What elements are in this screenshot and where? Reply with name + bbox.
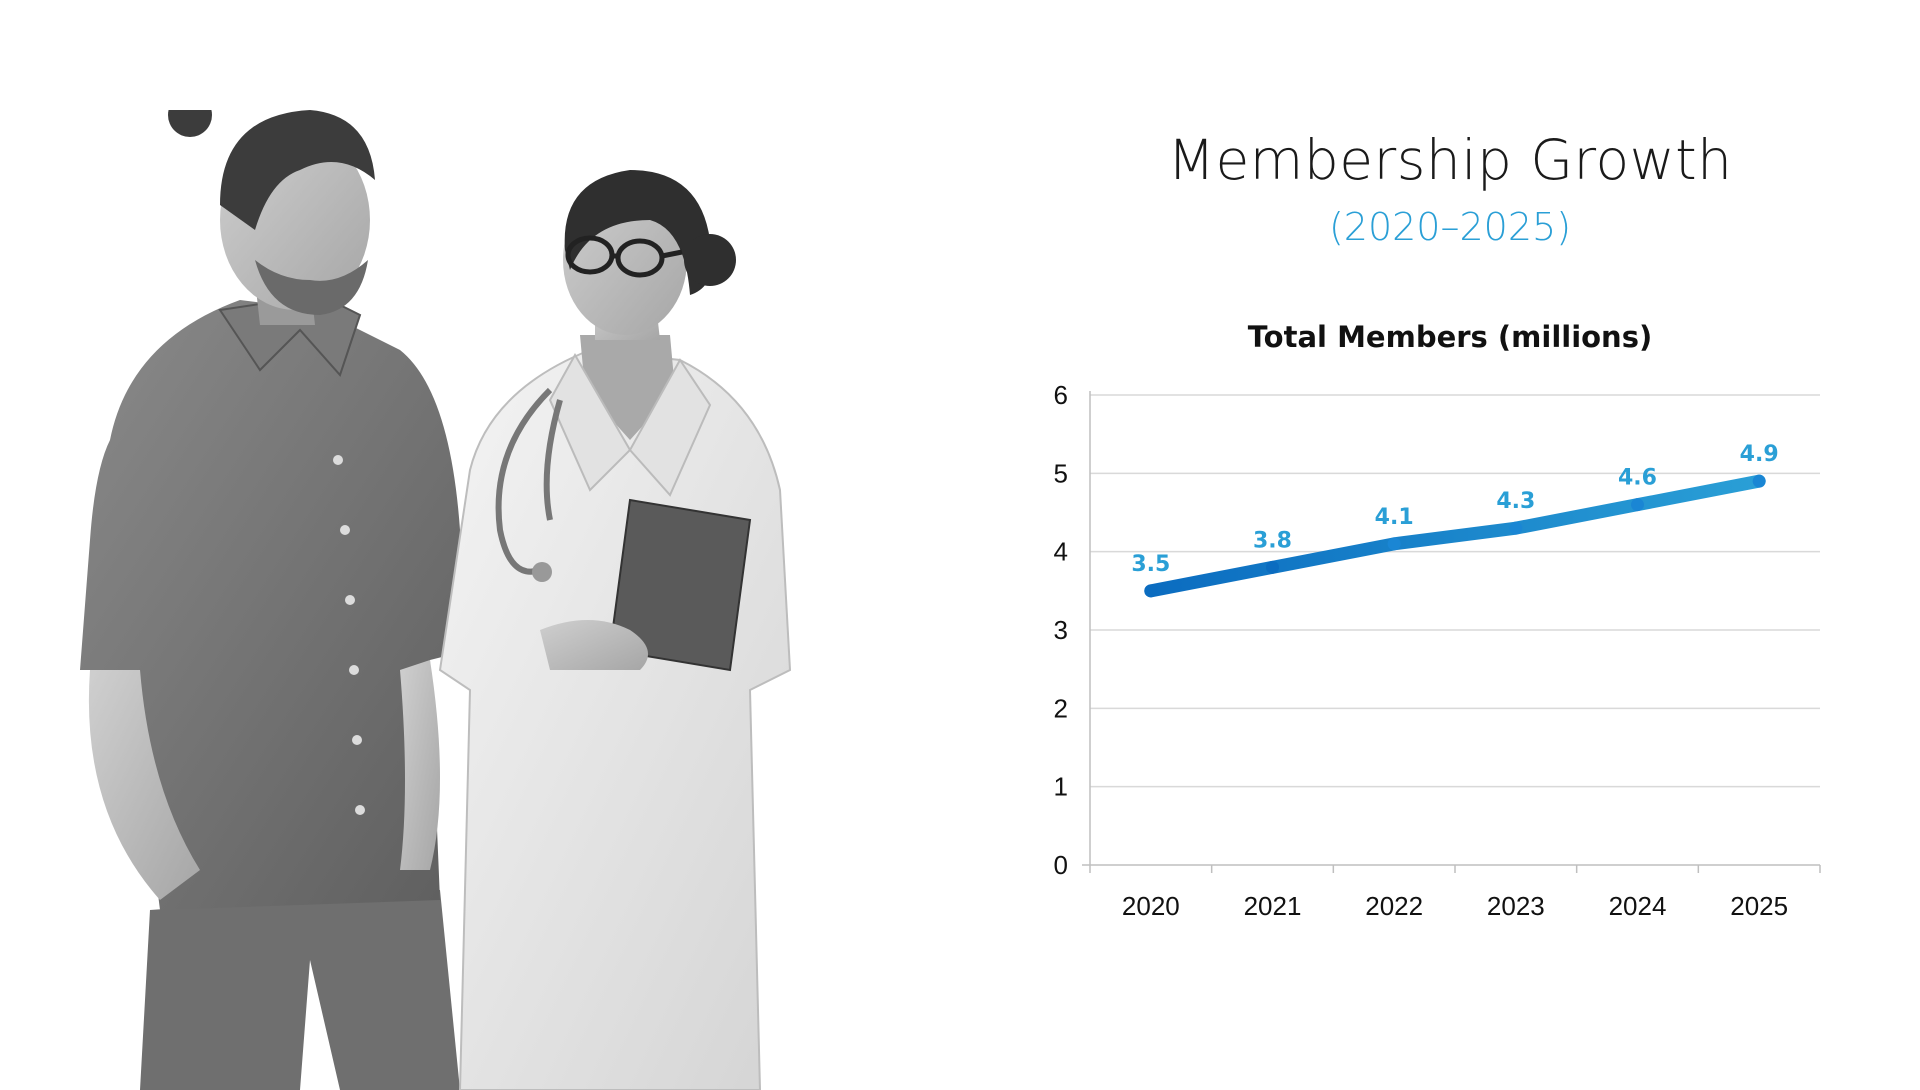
data-labels: 3.5 3.8 4.1 4.3 4.6 4.9 [1131, 442, 1778, 577]
data-label: 4.3 [1496, 489, 1535, 514]
axes: 0 1 2 3 4 5 6 2020 2021 2022 2023 2024 2025 [1054, 380, 1821, 921]
people-photo [80, 110, 792, 1090]
y-tick-label: 6 [1054, 380, 1068, 410]
x-tick-label: 2023 [1487, 891, 1545, 921]
data-label: 4.1 [1375, 505, 1414, 530]
y-tick-label: 3 [1054, 615, 1068, 645]
x-tick-label: 2021 [1244, 891, 1302, 921]
y-tick-label: 5 [1054, 458, 1068, 488]
data-point [1631, 498, 1644, 512]
series-line [1144, 474, 1766, 598]
y-tick-label: 2 [1054, 693, 1068, 723]
x-tick-label: 2025 [1730, 891, 1788, 921]
data-point [1387, 537, 1401, 551]
slide-subtitle: (2020–2025) [1328, 205, 1572, 249]
x-tick-label: 2022 [1365, 891, 1423, 921]
data-point [1266, 560, 1279, 574]
y-tick-label: 4 [1054, 537, 1068, 567]
line-chart: Total Members (millions) 0 1 2 3 4 5 6 2020 2021… [1010, 315, 1870, 955]
data-label: 3.8 [1253, 528, 1292, 553]
chart-title: Total Members (millions) [1248, 320, 1652, 354]
data-point [1144, 584, 1158, 598]
slide-title: Membership Growth [1167, 128, 1733, 192]
data-point [1752, 474, 1766, 488]
y-tick-label: 0 [1054, 850, 1068, 880]
gridlines [1090, 394, 1820, 788]
chart-svg: Total Members (millions) 0 1 2 3 4 5 6 2020 2021… [1054, 320, 1821, 921]
series-path [1144, 474, 1766, 598]
x-tick-label: 2024 [1609, 891, 1667, 921]
data-label: 3.5 [1131, 552, 1170, 577]
data-label: 4.6 [1618, 466, 1657, 491]
data-point [1509, 521, 1523, 535]
y-tick-label: 1 [1054, 772, 1068, 802]
doctor-figure [438, 170, 792, 1090]
data-label: 4.9 [1740, 442, 1779, 467]
x-tick-label: 2020 [1122, 891, 1180, 921]
man-figure [80, 110, 470, 1090]
